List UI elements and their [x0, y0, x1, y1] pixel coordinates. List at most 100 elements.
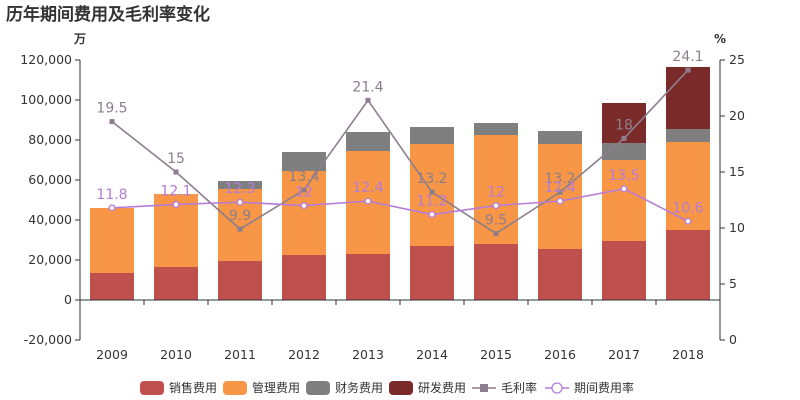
point-毛利率-2010 [173, 169, 179, 175]
data-label-期间费用率-2010: 12.1 [160, 183, 191, 199]
x-tick-label: 2009 [96, 347, 128, 362]
data-label-毛利率-2015: 9.5 [485, 213, 507, 229]
point-毛利率-2009 [109, 119, 115, 125]
lines-layer [108, 67, 692, 237]
point-毛利率-2017 [621, 135, 627, 141]
right-tick-label: 25 [729, 52, 745, 67]
bar-2011-销售费用 [218, 261, 262, 300]
bar-2013-财务费用 [346, 132, 390, 151]
chart-title: 历年期间费用及毛利率变化 [6, 4, 210, 25]
legend-marker-期间费用率 [551, 382, 563, 394]
bar-2013-销售费用 [346, 254, 390, 300]
data-label-毛利率-2009: 19.5 [96, 101, 127, 117]
legend-label-销售费用: 销售费用 [169, 380, 217, 395]
bar-2018-研发费用 [666, 67, 710, 129]
legend-swatch-财务费用 [306, 381, 330, 395]
data-label-毛利率-2011: 9.9 [229, 208, 251, 224]
legend-swatch-管理费用 [223, 381, 247, 395]
bar-2011-财务费用 [218, 181, 262, 189]
right-tick-label: 10 [729, 220, 745, 235]
bar-2017-管理费用 [602, 160, 646, 241]
data-label-期间费用率-2013: 12.4 [352, 180, 383, 196]
data-label-期间费用率-2011: 12.3 [224, 181, 255, 197]
right-axis-unit: % [714, 32, 726, 46]
line-期间费用率 [111, 187, 689, 222]
bars-layer [90, 67, 710, 300]
bar-2010-销售费用 [154, 267, 198, 300]
data-label-毛利率-2010: 15 [167, 151, 185, 167]
point-毛利率-2014 [429, 189, 435, 195]
labels-layer: 19.5 15 9.9 13.4 21.4 13.2 9.5 13.2 18 24.1 11.8 12… [96, 49, 703, 229]
bar-2009-管理费用 [90, 208, 134, 273]
point-期间费用率-2016 [556, 197, 564, 205]
x-tick-label: 2018 [672, 347, 704, 362]
bar-2014-销售费用 [410, 246, 454, 300]
x-tick-label: 2011 [224, 347, 256, 362]
bar-2018-财务费用 [666, 129, 710, 142]
legend-swatch-研发费用 [389, 381, 413, 395]
data-label-期间费用率-2017: 13.5 [608, 168, 639, 184]
right-tick-label: 0 [729, 332, 737, 347]
x-tick-label: 2016 [544, 347, 576, 362]
data-label-期间费用率-2016: 12.4 [544, 180, 575, 196]
bar-2016-销售费用 [538, 249, 582, 300]
data-label-毛利率-2018: 24.1 [672, 49, 703, 65]
left-tick-label: 40,000 [28, 212, 72, 227]
point-期间费用率-2012 [300, 202, 308, 210]
left-tick-label: 20,000 [28, 252, 72, 267]
x-tick-label: 2012 [288, 347, 320, 362]
left-tick-label: -20,000 [24, 332, 72, 347]
legend-label-财务费用: 财务费用 [335, 380, 383, 395]
right-tick-label: 5 [729, 276, 737, 291]
right-tick-label: 15 [729, 164, 745, 179]
bar-2016-管理费用 [538, 144, 582, 249]
bar-2016-财务费用 [538, 131, 582, 144]
bar-2009-销售费用 [90, 273, 134, 300]
axes-layer: -20,000 0 20,000 40,000 60,000 80,000 100,000 1… [20, 52, 745, 362]
bar-2018-销售费用 [666, 230, 710, 300]
left-axis-unit: 万 [73, 32, 86, 46]
data-label-期间费用率-2018: 10.6 [672, 200, 703, 216]
point-期间费用率-2015 [492, 202, 500, 210]
bar-2012-管理费用 [282, 171, 326, 255]
bar-2014-财务费用 [410, 127, 454, 144]
data-label-期间费用率-2014: 11.2 [416, 194, 447, 210]
bar-2015-财务费用 [474, 123, 518, 135]
left-tick-label: 0 [64, 292, 72, 307]
legend-label-毛利率: 毛利率 [501, 380, 537, 395]
x-tick-label: 2010 [160, 347, 192, 362]
point-期间费用率-2010 [172, 201, 180, 208]
point-期间费用率-2011 [236, 198, 244, 206]
left-tick-label: 120,000 [20, 52, 72, 67]
legend: 销售费用 管理费用 财务费用 研发费用 毛利率 期间费用率 [140, 380, 634, 395]
x-tick-label: 2013 [352, 347, 384, 362]
data-label-期间费用率-2012: 12 [295, 185, 313, 201]
data-label-毛利率-2012: 13.4 [288, 169, 319, 185]
data-label-期间费用率-2015: 12 [487, 185, 505, 201]
bar-2014-管理费用 [410, 144, 454, 246]
point-期间费用率-2014 [428, 211, 436, 219]
data-label-毛利率-2014: 13.2 [416, 171, 447, 187]
point-毛利率-2012 [301, 187, 307, 193]
point-毛利率-2011 [237, 226, 243, 232]
left-tick-label: 100,000 [20, 92, 72, 107]
right-tick-label: 20 [729, 108, 745, 123]
legend-label-研发费用: 研发费用 [418, 380, 466, 395]
point-期间费用率-2017 [620, 185, 628, 193]
left-tick-label: 60,000 [28, 172, 72, 187]
bar-2017-销售费用 [602, 241, 646, 300]
point-毛利率-2018 [685, 67, 691, 73]
point-期间费用率-2009 [108, 204, 116, 212]
x-tick-label: 2014 [416, 347, 448, 362]
line-毛利率 [111, 69, 689, 235]
point-期间费用率-2018 [684, 217, 692, 225]
legend-label-管理费用: 管理费用 [252, 380, 300, 395]
x-tick-label: 2017 [608, 347, 640, 362]
data-label-毛利率-2016: 13.2 [544, 171, 575, 187]
point-毛利率-2016 [557, 189, 563, 195]
data-label-毛利率-2013: 21.4 [352, 79, 383, 95]
bar-2018-管理费用 [666, 142, 710, 230]
bar-2012-财务费用 [282, 152, 326, 171]
